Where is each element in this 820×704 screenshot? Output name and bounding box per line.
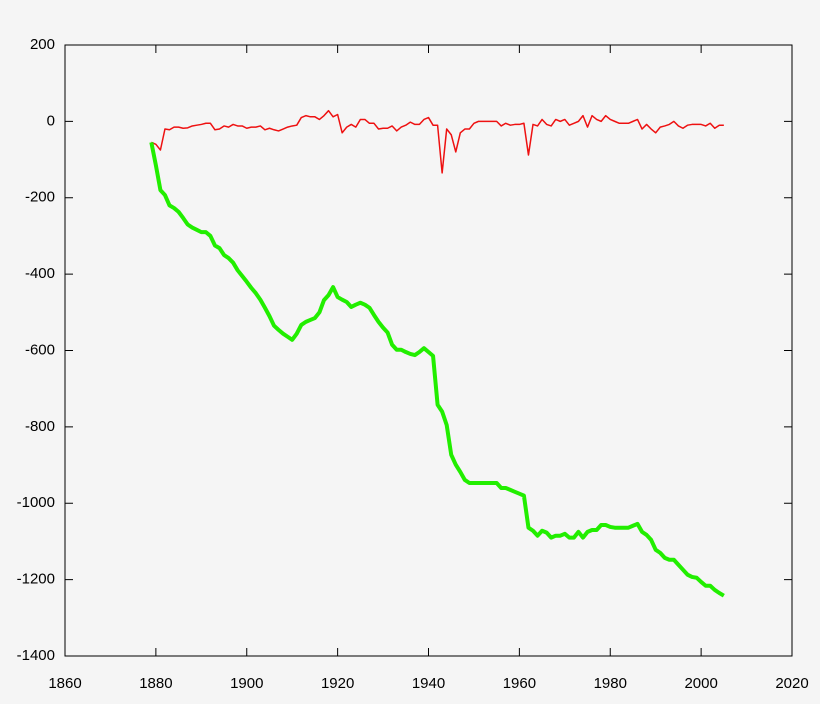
x-tick-label: 1960 bbox=[503, 675, 536, 692]
x-tick-label: 1920 bbox=[321, 675, 354, 692]
data-line bbox=[151, 109, 724, 174]
data-line bbox=[149, 141, 725, 598]
x-tick-label: 1980 bbox=[594, 675, 627, 692]
x-tick-label: 1900 bbox=[230, 675, 263, 692]
x-tick-label: 1940 bbox=[412, 675, 445, 692]
y-tick-label: -1000 bbox=[17, 494, 55, 511]
y-tick-label: 0 bbox=[47, 112, 55, 129]
y-tick-label: -600 bbox=[25, 341, 55, 358]
y-tick-label: -1400 bbox=[17, 647, 55, 664]
y-tick-label: -1200 bbox=[17, 571, 55, 588]
y-tick-label: -800 bbox=[25, 418, 55, 435]
x-tick-label: 1860 bbox=[48, 675, 81, 692]
x-tick-label: 1880 bbox=[139, 675, 172, 692]
y-tick-label: -400 bbox=[25, 265, 55, 282]
x-tick-label: 2000 bbox=[684, 675, 717, 692]
y-tick-label: 200 bbox=[30, 36, 55, 53]
y-tick-label: -200 bbox=[25, 189, 55, 206]
x-tick-label: 2020 bbox=[775, 675, 808, 692]
